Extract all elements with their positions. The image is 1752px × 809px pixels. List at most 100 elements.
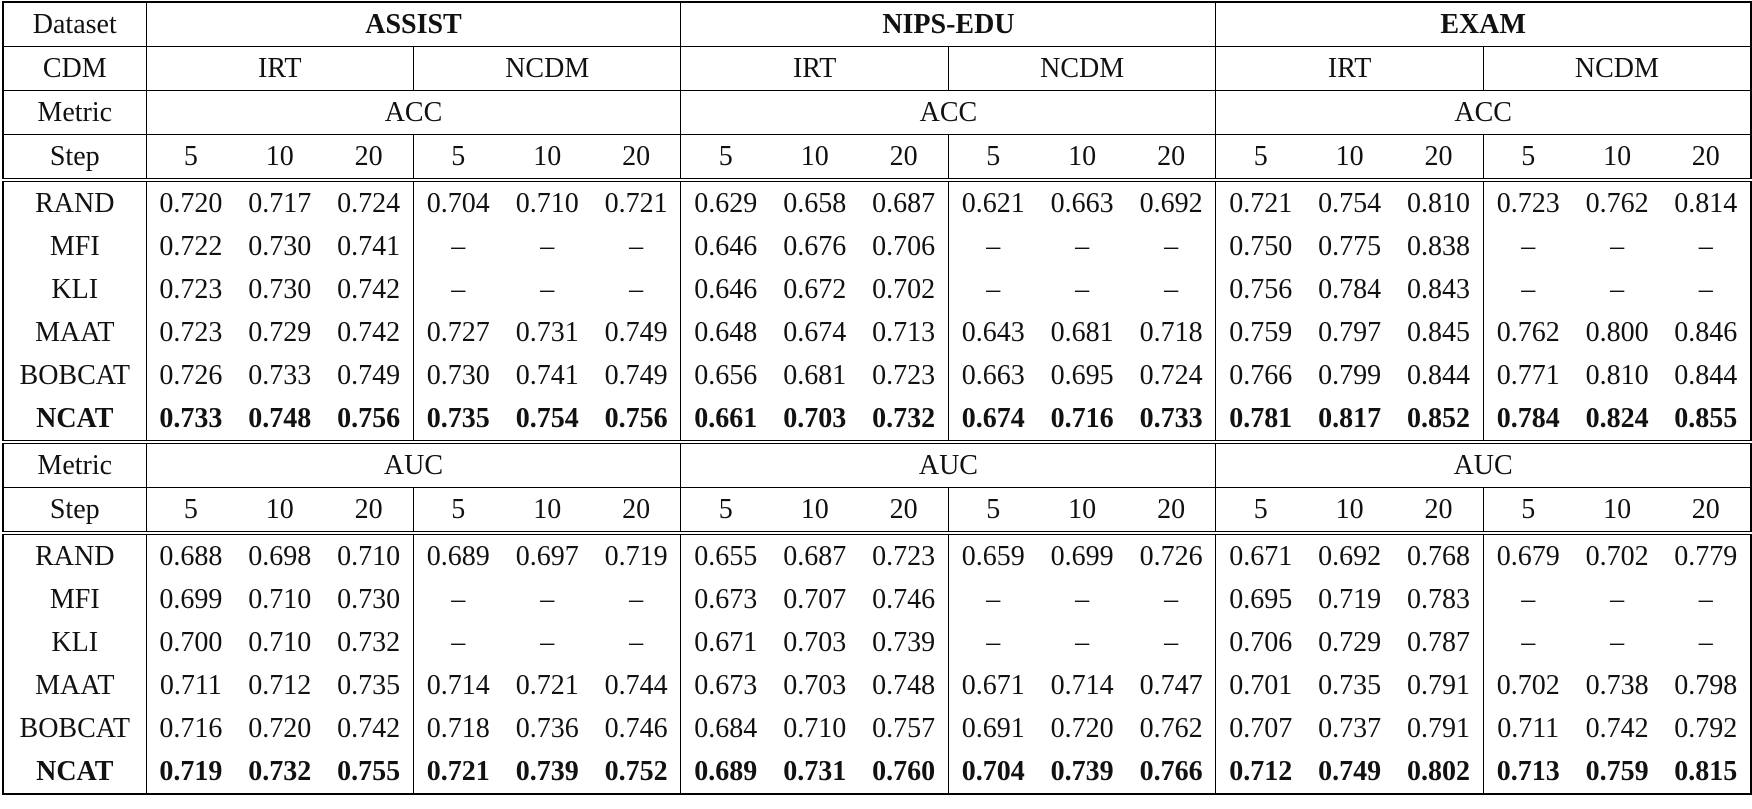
metric-value: 0.799 bbox=[1318, 359, 1382, 391]
cdm-name: NCDM bbox=[948, 46, 1217, 91]
metric-value: 0.706 bbox=[1229, 626, 1293, 658]
metric-value: 0.742 bbox=[324, 311, 414, 354]
metric-name: ACC bbox=[1215, 90, 1752, 135]
metric-value: 0.719 bbox=[159, 755, 223, 787]
metric-value: 0.810 bbox=[1585, 359, 1649, 391]
metric-value: 0.814 bbox=[1661, 180, 1752, 225]
metric-value: 0.730 bbox=[426, 359, 490, 391]
metric-value: 0.855 bbox=[1661, 397, 1752, 444]
step-value: 5 bbox=[680, 134, 771, 182]
table-row: BOBCAT 0.726 0.733 0.749 0.730 0.741 0.749 0.65… bbox=[3, 354, 1752, 397]
row-label: Metric bbox=[3, 90, 147, 135]
metric-value: 0.783 bbox=[1394, 578, 1484, 621]
metric-value: 0.710 bbox=[248, 626, 312, 658]
metric-value: 0.791 bbox=[1394, 707, 1484, 750]
metric-value: 0.762 bbox=[1126, 707, 1217, 750]
metric-value: 0.710 bbox=[324, 533, 414, 578]
metric-value: 0.671 bbox=[694, 626, 758, 658]
metric-value: – bbox=[1610, 230, 1625, 262]
metric-value: 0.762 bbox=[1496, 316, 1560, 348]
step-value: 10 bbox=[1037, 134, 1127, 182]
table-row: Step 5 10 20 5 10 20 5 10 20 5 10 20 5 10 20 5 10 20 bbox=[3, 487, 1752, 535]
metric-value: 0.741 bbox=[515, 359, 579, 391]
metric-value: 0.687 bbox=[783, 540, 847, 572]
metric-value: 0.692 bbox=[1318, 540, 1382, 572]
table-row: CDM IRT NCDM IRT NCDM IRT NCDM bbox=[3, 46, 1752, 91]
metric-value: – bbox=[1661, 268, 1752, 311]
metric-value: 0.729 bbox=[1318, 626, 1382, 658]
metric-value: 0.744 bbox=[591, 664, 682, 707]
step-value: 20 bbox=[591, 134, 682, 182]
metric-value: 0.732 bbox=[859, 397, 949, 444]
step-value: 10 bbox=[1572, 487, 1662, 535]
metric-value: – bbox=[1661, 225, 1752, 268]
metric-value: 0.656 bbox=[694, 359, 758, 391]
step-value: 5 bbox=[1483, 487, 1573, 535]
table-row: NCAT 0.719 0.732 0.755 0.721 0.739 0.752 0.689 0… bbox=[3, 750, 1752, 794]
metric-value: – bbox=[1661, 578, 1752, 621]
step-value: 10 bbox=[1305, 487, 1395, 535]
metric-value: 0.672 bbox=[783, 273, 847, 305]
step-value: 5 bbox=[413, 134, 503, 182]
metric-value: 0.739 bbox=[1050, 755, 1114, 787]
step-value: 10 bbox=[1572, 134, 1662, 182]
metric-value: 0.733 bbox=[248, 359, 312, 391]
metric-value: 0.771 bbox=[1496, 359, 1560, 391]
metric-value: 0.727 bbox=[426, 316, 490, 348]
metric-value: – bbox=[591, 225, 682, 268]
step-value: 20 bbox=[1661, 487, 1752, 535]
metric-value: 0.711 bbox=[159, 669, 222, 701]
metric-value: 0.749 bbox=[324, 354, 414, 397]
metric-value: 0.689 bbox=[426, 540, 490, 572]
step-value: 5 bbox=[1215, 487, 1306, 535]
metric-value: 0.733 bbox=[146, 397, 236, 444]
metric-value: 0.706 bbox=[859, 225, 949, 268]
table-row: Metric ACC ACC ACC bbox=[3, 90, 1752, 135]
metric-value: 0.762 bbox=[1585, 187, 1649, 219]
metric-value: 0.852 bbox=[1394, 397, 1484, 444]
metric-value: 0.731 bbox=[515, 316, 579, 348]
metric-value: 0.749 bbox=[1318, 755, 1382, 787]
metric-value: 0.766 bbox=[1126, 750, 1217, 794]
metric-value: 0.697 bbox=[515, 540, 579, 572]
metric-value: 0.711 bbox=[1497, 712, 1560, 744]
metric-value: – bbox=[451, 273, 466, 305]
step-value: 5 bbox=[146, 487, 236, 535]
metric-value: – bbox=[1075, 626, 1090, 658]
metric-value: 0.732 bbox=[248, 755, 312, 787]
metric-value: 0.748 bbox=[859, 664, 949, 707]
metric-value: 0.621 bbox=[961, 187, 1025, 219]
table-row: KLI 0.723 0.730 0.742– – –0.646 0.672 0.702– – –0… bbox=[3, 268, 1752, 311]
metric-value: – bbox=[1075, 583, 1090, 615]
dataset-name: NIPS-EDU bbox=[680, 2, 1217, 47]
metric-value: 0.698 bbox=[248, 540, 312, 572]
metric-value: 0.784 bbox=[1318, 273, 1382, 305]
metric-value: 0.726 bbox=[1126, 533, 1217, 578]
metric-value: 0.719 bbox=[591, 533, 682, 578]
dataset-name: EXAM bbox=[1215, 2, 1752, 47]
metric-value: – bbox=[986, 626, 1001, 658]
step-value: 20 bbox=[591, 487, 682, 535]
metric-value: 0.739 bbox=[515, 755, 579, 787]
metric-value: 0.671 bbox=[961, 669, 1025, 701]
metric-value: 0.784 bbox=[1483, 397, 1573, 444]
metric-value: 0.710 bbox=[783, 712, 847, 744]
metric-value: – bbox=[591, 621, 682, 664]
metric-value: 0.843 bbox=[1394, 268, 1484, 311]
table-row: Metric AUC AUC AUC bbox=[3, 442, 1752, 488]
metric-value: 0.661 bbox=[680, 397, 771, 444]
metric-name: AUC bbox=[146, 442, 682, 488]
metric-value: – bbox=[1126, 578, 1217, 621]
metric-value: – bbox=[1126, 268, 1217, 311]
metric-value: 0.721 bbox=[515, 669, 579, 701]
metric-value: 0.760 bbox=[859, 750, 949, 794]
metric-value: 0.802 bbox=[1394, 750, 1484, 794]
step-value: 20 bbox=[324, 487, 414, 535]
table-row: Step 5 10 20 5 10 20 5 10 20 5 10 20 5 10 20 5 10 20 bbox=[3, 134, 1752, 182]
metric-value: 0.689 bbox=[694, 755, 758, 787]
step-value: 10 bbox=[502, 134, 592, 182]
metric-value: 0.704 bbox=[961, 755, 1025, 787]
metric-value: 0.710 bbox=[248, 583, 312, 615]
metric-value: 0.750 bbox=[1229, 230, 1293, 262]
step-value: 20 bbox=[1126, 487, 1217, 535]
